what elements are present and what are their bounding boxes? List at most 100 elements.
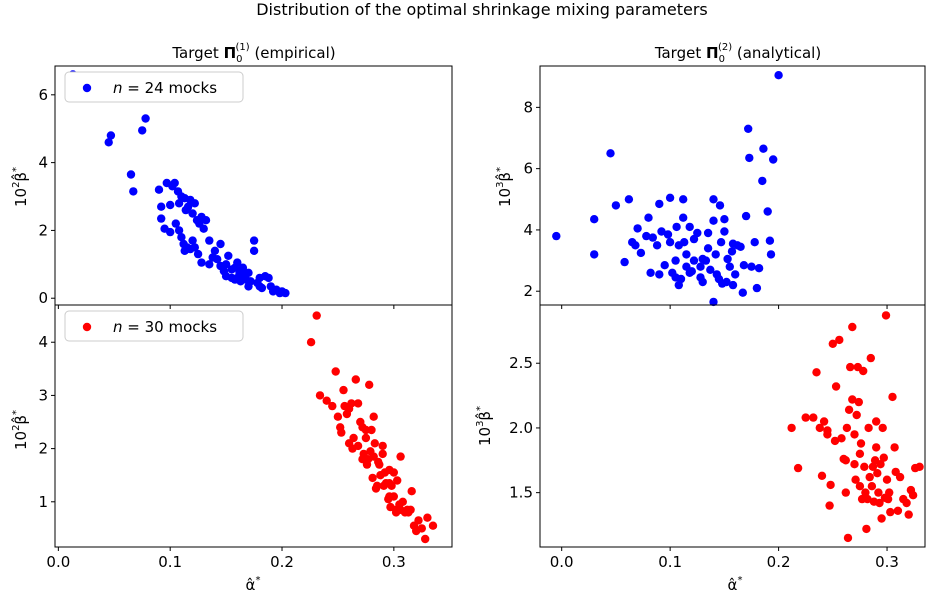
data-point — [852, 410, 861, 420]
data-point — [154, 185, 164, 194]
data-point — [216, 239, 225, 249]
data-point — [672, 222, 681, 232]
data-point — [679, 195, 688, 204]
data-point — [895, 472, 905, 482]
data-point — [720, 227, 729, 236]
data-point — [863, 494, 872, 504]
data-point — [855, 482, 865, 491]
data-point — [685, 222, 694, 232]
legend: n = 24 mocks — [64, 71, 244, 103]
data-point — [739, 261, 749, 270]
data-point — [138, 126, 147, 135]
y-tick-label: 6 — [38, 86, 48, 104]
data-point — [361, 433, 371, 443]
data-point — [825, 501, 834, 510]
data-point — [126, 170, 136, 179]
data-point — [367, 425, 376, 435]
data-point — [606, 149, 615, 158]
data-point — [221, 260, 231, 269]
data-point — [763, 207, 772, 216]
data-point — [738, 288, 747, 297]
data-point — [711, 250, 720, 259]
y-tick-label: 0 — [38, 289, 48, 307]
data-point — [902, 498, 911, 508]
data-point — [633, 224, 642, 233]
data-point — [205, 236, 214, 245]
data-point — [728, 280, 738, 290]
data-point — [396, 452, 405, 461]
data-point — [752, 283, 762, 293]
data-point — [663, 230, 673, 239]
data-point — [224, 251, 233, 260]
data-point — [701, 256, 711, 265]
data-point — [644, 213, 653, 222]
data-point — [736, 242, 745, 251]
data-point — [873, 469, 882, 478]
x-tick-label: 0.0 — [550, 553, 574, 571]
legend-marker — [82, 83, 92, 93]
data-point — [177, 233, 186, 242]
data-point — [866, 353, 875, 363]
data-point — [727, 247, 737, 256]
data-point — [660, 261, 669, 270]
axes-frame — [54, 304, 453, 548]
ylabel-bottom-left: 102β̂* — [10, 410, 30, 450]
data-point — [322, 396, 331, 405]
data-point — [835, 335, 844, 345]
data-point — [328, 401, 337, 411]
y-tick-label: 2 — [38, 440, 48, 458]
legend: n = 30 mocks — [64, 310, 244, 342]
y-tick-label: 4 — [523, 221, 533, 239]
data-point — [696, 262, 705, 271]
data-point — [890, 443, 899, 452]
axes-frame — [539, 304, 926, 548]
legend-box — [64, 71, 244, 103]
data-point — [868, 462, 878, 471]
data-point — [358, 423, 367, 432]
data-point — [174, 226, 184, 235]
data-point — [646, 268, 655, 277]
data-point — [842, 423, 852, 433]
data-point — [378, 441, 387, 451]
data-point — [744, 124, 753, 133]
data-point — [879, 453, 888, 462]
data-point — [765, 236, 775, 245]
data-point — [831, 382, 841, 391]
data-point — [657, 227, 666, 236]
data-point — [365, 380, 374, 389]
data-point — [886, 507, 895, 517]
data-point — [171, 219, 180, 228]
data-point — [417, 524, 426, 533]
data-point — [754, 264, 764, 273]
data-point — [915, 462, 924, 471]
data-point — [864, 423, 873, 433]
data-point — [841, 456, 850, 465]
data-point — [867, 482, 877, 491]
y-tick-label: 2 — [523, 282, 533, 300]
data-point — [850, 430, 859, 439]
data-point — [793, 463, 803, 473]
panel-bottom-right: 1.5 2.0 2.5 0.0 0.1 0.2 0.3 — [509, 304, 926, 571]
data-point — [391, 505, 401, 514]
data-point — [883, 494, 893, 504]
data-point — [351, 375, 360, 384]
data-point — [141, 114, 150, 123]
data-point — [398, 497, 407, 506]
data-point — [680, 238, 689, 247]
data-point — [166, 227, 175, 237]
data-point — [854, 397, 863, 407]
data-point — [264, 273, 273, 283]
data-point — [636, 248, 646, 258]
data-point — [758, 176, 767, 186]
data-point — [344, 404, 354, 413]
data-point — [193, 249, 203, 259]
data-point — [674, 280, 683, 290]
data-point — [741, 211, 751, 221]
data-point — [201, 216, 211, 225]
data-point — [213, 255, 222, 264]
data-point — [333, 412, 343, 421]
data-point — [703, 244, 713, 253]
data-point — [652, 241, 662, 250]
data-point — [428, 521, 438, 530]
